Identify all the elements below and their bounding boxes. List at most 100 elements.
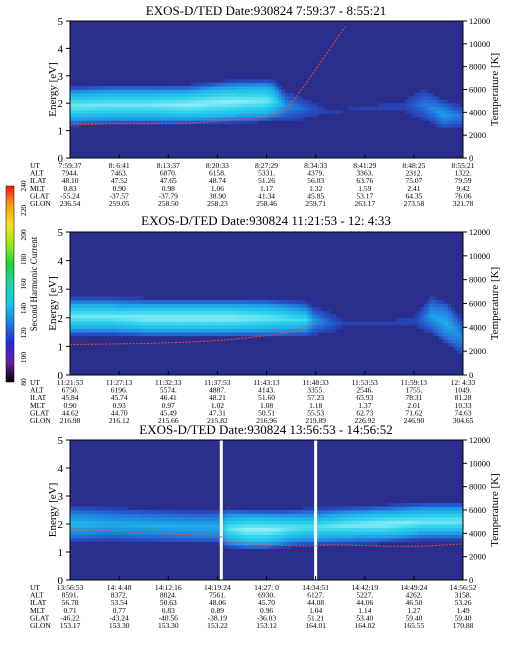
heatmap-cell bbox=[399, 503, 403, 507]
ephemeris-value: 0.90 bbox=[63, 401, 76, 410]
heatmap-cell bbox=[275, 299, 279, 304]
heatmap-cell bbox=[94, 321, 98, 326]
heatmap-cell bbox=[181, 113, 186, 118]
heatmap-cell bbox=[133, 103, 137, 108]
heatmap-cell bbox=[184, 520, 189, 525]
heatmap-cell bbox=[133, 332, 137, 337]
heatmap-cell bbox=[82, 324, 86, 329]
heatmap-cell bbox=[133, 310, 137, 315]
heatmap-cell bbox=[333, 541, 337, 546]
heatmap-cell bbox=[456, 332, 461, 337]
heatmap-cell bbox=[278, 541, 283, 546]
heatmap-cell bbox=[429, 99, 434, 104]
heatmap-cell bbox=[230, 524, 234, 528]
heatmap-cell bbox=[103, 92, 107, 97]
heatmap-cell bbox=[459, 531, 464, 535]
heatmap-cell bbox=[82, 310, 86, 315]
heatmap-cell bbox=[278, 510, 283, 514]
heatmap-cell bbox=[245, 89, 249, 94]
heatmap-cell bbox=[248, 534, 252, 539]
heatmap-cell bbox=[296, 116, 301, 121]
heatmap-cell bbox=[417, 92, 422, 97]
ephemeris-table: UTALTILATMLTGLATGLON13:56:538591.56.780.… bbox=[30, 583, 477, 630]
heatmap-cell bbox=[269, 103, 273, 108]
heatmap-cell bbox=[70, 531, 74, 535]
ephemeris-value: 51.21 bbox=[307, 613, 324, 622]
heatmap-cell bbox=[181, 106, 186, 111]
heatmap-cell bbox=[187, 527, 192, 532]
heatmap-cell bbox=[221, 92, 225, 97]
heatmap-cell bbox=[172, 321, 177, 326]
heatmap-cell bbox=[290, 321, 295, 326]
heatmap-cell bbox=[284, 299, 289, 304]
heatmap-cell bbox=[160, 106, 165, 111]
ephemeris-value: 258.23 bbox=[207, 199, 228, 208]
heatmap-cell bbox=[199, 116, 204, 121]
heatmap-cell bbox=[190, 534, 195, 539]
heatmap-cell bbox=[103, 106, 107, 111]
heatmap-cell bbox=[76, 520, 80, 525]
heatmap-cell bbox=[354, 321, 358, 326]
heatmap-cell bbox=[175, 103, 180, 108]
heatmap-cell bbox=[438, 503, 443, 507]
heatmap-cell bbox=[438, 328, 443, 333]
heatmap-cell bbox=[196, 110, 201, 114]
heatmap-cell bbox=[257, 89, 261, 94]
heatmap-cell bbox=[154, 520, 159, 525]
heatmap-cell bbox=[414, 538, 419, 542]
heatmap-cell bbox=[166, 120, 171, 125]
heatmap-cell bbox=[254, 103, 258, 108]
ephemeris-row-label: ALT bbox=[30, 169, 44, 178]
heatmap-cell bbox=[345, 534, 349, 539]
heatmap-cell bbox=[206, 110, 210, 114]
heatmap-cell bbox=[230, 324, 234, 329]
heatmap-cell bbox=[124, 103, 128, 108]
heatmap-cell bbox=[272, 310, 276, 315]
heatmap-cell bbox=[142, 106, 146, 111]
heatmap-cell bbox=[366, 106, 370, 111]
heatmap-cell bbox=[363, 510, 367, 514]
heatmap-cell bbox=[263, 106, 267, 111]
heatmap-cell bbox=[348, 520, 352, 525]
heatmap-cell bbox=[372, 541, 376, 546]
heatmap-cell bbox=[254, 99, 258, 104]
heatmap-cell bbox=[100, 113, 104, 118]
heatmap-cell bbox=[115, 120, 119, 125]
heatmap-cell bbox=[224, 520, 228, 525]
heatmap-cell bbox=[275, 328, 279, 333]
heatmap-cell bbox=[438, 99, 443, 104]
heatmap-cell bbox=[209, 92, 213, 97]
heatmap-cell bbox=[245, 82, 249, 87]
heatmap-cell bbox=[218, 86, 222, 90]
heatmap-cell bbox=[278, 314, 283, 319]
heatmap-cell bbox=[402, 106, 406, 111]
heatmap-cell bbox=[239, 79, 243, 84]
heatmap-cell bbox=[139, 106, 143, 111]
heatmap-cell bbox=[103, 307, 107, 312]
heatmap-cell bbox=[323, 524, 328, 528]
heatmap-cell bbox=[284, 110, 289, 114]
heatmap-cell bbox=[157, 517, 162, 521]
heatmap-cell bbox=[426, 307, 431, 312]
heatmap-cell bbox=[151, 517, 156, 521]
heatmap-cell bbox=[354, 517, 358, 521]
heatmap-cell bbox=[423, 534, 428, 539]
heatmap-cell bbox=[302, 520, 307, 525]
heatmap-cell bbox=[257, 310, 261, 315]
heatmap-cell bbox=[254, 527, 258, 532]
heatmap-cell bbox=[450, 321, 455, 326]
heatmap-cell bbox=[414, 527, 419, 532]
heatmap-cell bbox=[342, 534, 346, 539]
heatmap-cell bbox=[70, 92, 74, 97]
heatmap-cell bbox=[88, 116, 92, 121]
heatmap-cell bbox=[329, 534, 334, 539]
heatmap-cell bbox=[221, 113, 225, 118]
heatmap-cell bbox=[178, 310, 183, 315]
heatmap-cell bbox=[339, 520, 343, 525]
heatmap-cell bbox=[76, 513, 80, 518]
heatmap-cell bbox=[236, 82, 240, 87]
heatmap-cell bbox=[305, 113, 310, 118]
heatmap-cell bbox=[184, 106, 189, 111]
heatmap-cell bbox=[296, 531, 301, 535]
heatmap-cell bbox=[175, 513, 180, 518]
